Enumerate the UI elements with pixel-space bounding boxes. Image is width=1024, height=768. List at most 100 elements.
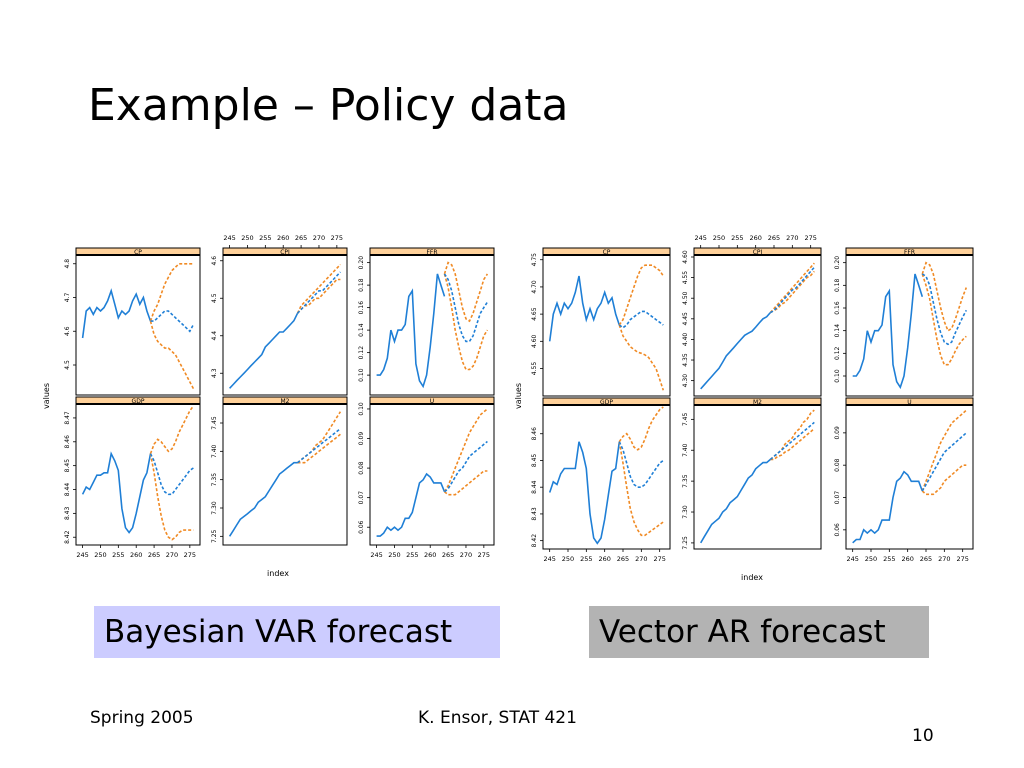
var-u-xtick-label-1: 250 [865, 555, 877, 563]
bvar-u-strip-label: U [430, 398, 434, 405]
var-cpi-strip-label: CPI [753, 249, 763, 256]
bayesian-var-caption: Bayesian VAR forecast [94, 606, 500, 658]
bvar-cpi-xtick-label-6: 275 [331, 234, 343, 242]
var-cp-ytick-label-0: 4.55 [531, 362, 538, 376]
bvar-u-ytick-label-1: 0.07 [358, 491, 365, 505]
var-cpi-xtick-label-0: 245 [694, 234, 706, 242]
slide-title: Example – Policy data [88, 80, 569, 131]
bvar-m2-upper-bound-line [296, 411, 342, 464]
var-cp-lower-bound-line [618, 324, 665, 391]
bvar-gdp-xtick-label-1: 250 [94, 551, 106, 559]
var-cp-frame [542, 247, 671, 397]
bvar-ffr-forecast-line [443, 273, 489, 343]
var-gdp-ytick-label-0: 8.42 [531, 534, 538, 548]
var-m2-ytick-label-4: 7.45 [682, 412, 689, 426]
bvar-ffr-ytick-label-5: 0.20 [358, 256, 365, 270]
var-cpi-xtick-label-2: 255 [731, 234, 743, 242]
var-ffr-ytick-label-3: 0.16 [834, 301, 841, 315]
bvar-gdp-xtick-label-5: 270 [166, 551, 178, 559]
var-gdp-xtick-label-3: 260 [598, 555, 610, 563]
footer-date: Spring 2005 [90, 708, 194, 728]
var-m2-strip-label: M2 [753, 399, 762, 406]
footer-author: K. Ensor, STAT 421 [418, 708, 577, 728]
var-ffr-ytick-label-4: 0.18 [834, 278, 841, 292]
var-xlabel: index [741, 573, 763, 582]
var-u-upper-bound-line [921, 409, 967, 492]
bvar-cpi-upper-bound-line [296, 263, 341, 314]
var-cpi-ytick-label-5: 4.55 [682, 271, 689, 285]
bvar-cp-lower-bound-line [149, 320, 195, 389]
bvar-u-ytick-label-4: 0.10 [358, 402, 365, 416]
var-u-strip-label: U [907, 399, 911, 406]
var-u-history-line [852, 470, 924, 544]
var-gdp-xtick-label-1: 250 [562, 555, 574, 563]
bvar-cpi-history-line [229, 312, 299, 389]
var-gdp-strip-label: GDP [600, 399, 613, 406]
var-cpi-xtick-label-6: 275 [804, 234, 816, 242]
var-gdp-ytick-label-4: 8.46 [531, 427, 538, 441]
var-cpi-xtick-label-3: 260 [749, 234, 761, 242]
bvar-gdp-forecast-line [149, 453, 194, 496]
var-cpi-ytick-label-2: 4.40 [682, 333, 689, 347]
bvar-cpi-ytick-label-0: 4.3 [211, 368, 218, 378]
bvar-gdp-ytick-label-5: 8.47 [64, 411, 71, 425]
var-m2-ytick-label-2: 7.35 [682, 474, 689, 488]
bvar-cp-strip-label: CP [134, 249, 142, 256]
bvar-m2-ytick-label-4: 7.45 [211, 416, 218, 430]
bvar-cpi-xtick-label-0: 245 [223, 234, 235, 242]
var-gdp-xtick-label-6: 275 [653, 555, 665, 563]
bvar-m2-ytick-label-2: 7.35 [211, 473, 218, 487]
var-u-ytick-label-2: 0.08 [834, 458, 841, 472]
bayesian-var-caption-text: Bayesian VAR forecast [104, 614, 453, 650]
bvar-gdp-xtick-label-0: 245 [76, 551, 88, 559]
var-m2-ytick-label-0: 7.25 [682, 536, 689, 550]
bvar-gdp-xtick-label-2: 255 [112, 551, 124, 559]
bvar-ffr-ytick-label-4: 0.18 [358, 278, 365, 292]
var-cpi-xtick-label-5: 270 [786, 234, 798, 242]
bvar-m2-ytick-label-3: 7.40 [211, 444, 218, 458]
bvar-u-xtick-label-4: 265 [442, 551, 454, 559]
var-u-frame [845, 397, 974, 550]
var-u-ytick-label-1: 0.07 [834, 491, 841, 505]
bvar-m2-history-line [228, 461, 298, 537]
vector-ar-caption-text: Vector AR forecast [599, 614, 886, 650]
bvar-u-frame [369, 396, 495, 546]
bvar-u-xtick-label-2: 255 [406, 551, 418, 559]
var-u-xtick-label-5: 270 [938, 555, 950, 563]
bvar-cpi-xtick-label-4: 265 [295, 234, 307, 242]
bvar-gdp-upper-bound-line [149, 405, 195, 454]
bvar-u-forecast-line [443, 440, 488, 493]
bvar-cp-ytick-label-0: 4.5 [64, 360, 71, 370]
bvar-u-xtick-label-0: 245 [370, 551, 382, 559]
var-m2-upper-bound-line [769, 409, 815, 461]
bvar-ffr-frame [369, 247, 495, 396]
bvar-u-xtick-label-1: 250 [388, 551, 400, 559]
var-gdp-forecast-line [618, 441, 664, 488]
bvar-ffr-ytick-label-2: 0.14 [358, 323, 365, 337]
var-cpi-upper-bound-line [769, 262, 815, 314]
var-m2-frame [693, 397, 822, 550]
var-gdp-ytick-label-1: 8.43 [531, 507, 538, 521]
forecast-charts: CP 4.5 4.6 4.7 4.8 CPI 4.3 4.4 4.5 4.6 245 250 255 26… [42, 234, 974, 582]
bvar-u-history-line [376, 472, 446, 537]
bvar-cp-forecast-line [150, 310, 195, 333]
var-ffr-forecast-line [921, 273, 968, 346]
var-ffr-ytick-label-2: 0.14 [834, 324, 841, 338]
var-ffr-ytick-label-5: 0.20 [834, 256, 841, 270]
bvar-m2-strip-label: M2 [281, 398, 290, 405]
var-gdp-upper-bound-line [618, 406, 664, 451]
bvar-cpi-lower-bound-line [296, 278, 341, 314]
bvar-ffr-ytick-label-0: 0.10 [358, 368, 365, 382]
var-gdp-ytick-label-2: 8.44 [531, 480, 538, 494]
bvar-cp-history-line [81, 288, 152, 339]
bvar-u-xtick-label-3: 260 [424, 551, 436, 559]
var-m2-forecast-line [769, 421, 815, 461]
var-cpi-ytick-label-6: 4.60 [682, 250, 689, 264]
bvar-gdp-ytick-label-4: 8.46 [64, 435, 71, 449]
var-gdp-xtick-label-5: 270 [635, 555, 647, 563]
var-cp-upper-bound-line [618, 264, 664, 326]
var-u-lower-bound-line [921, 464, 967, 496]
bvar-ffr-upper-bound-line [443, 261, 489, 323]
var-m2-history-line [700, 458, 771, 544]
var-ffr-strip-label: FFR [904, 249, 915, 256]
